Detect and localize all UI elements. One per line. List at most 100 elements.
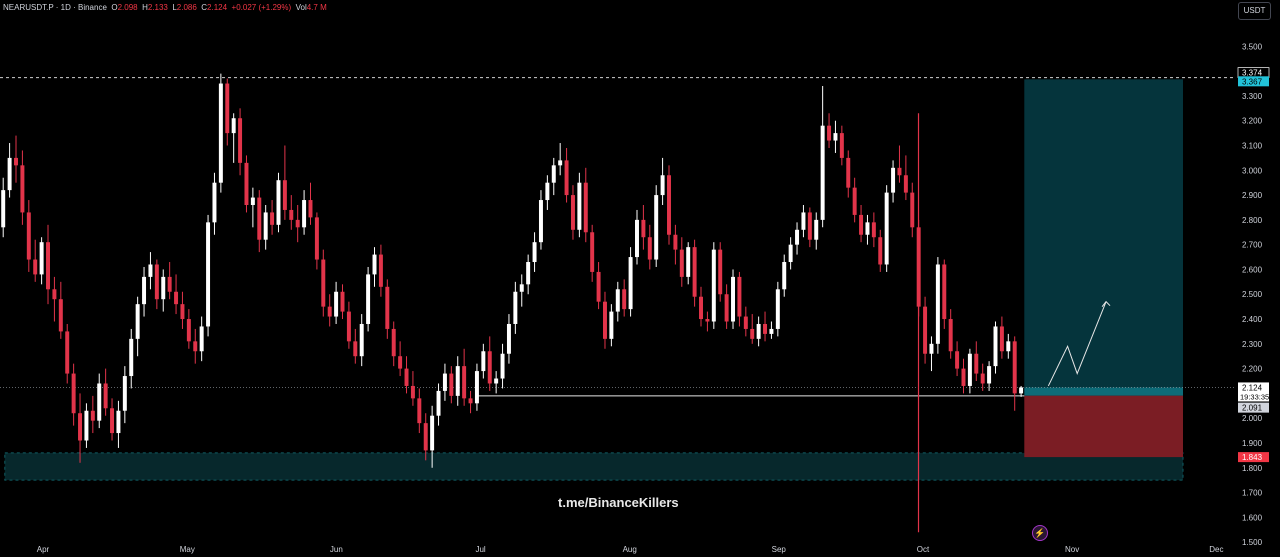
candle-body[interactable] (167, 276, 172, 292)
candle-body[interactable] (58, 299, 63, 332)
candle-body[interactable] (577, 182, 582, 230)
candle-body[interactable] (558, 160, 563, 166)
candle-body[interactable] (974, 353, 979, 374)
candle-body[interactable] (942, 264, 947, 320)
candle-body[interactable] (846, 157, 851, 188)
candle-body[interactable] (961, 368, 966, 386)
candle-body[interactable] (673, 234, 678, 250)
support-zone[interactable] (4, 452, 1184, 481)
lightning-icon[interactable]: ⚡ (1032, 525, 1048, 541)
candle-body[interactable] (257, 197, 262, 240)
candle-body[interactable] (923, 306, 928, 354)
candle-body[interactable] (699, 296, 703, 320)
candle-body[interactable] (442, 373, 447, 391)
candle-body[interactable] (903, 175, 908, 193)
candle-body[interactable] (353, 341, 358, 357)
candle-body[interactable] (948, 319, 953, 352)
candle-body[interactable] (852, 187, 857, 215)
candle-body[interactable] (865, 222, 870, 235)
candle-body[interactable] (897, 167, 902, 176)
stop-zone[interactable] (1024, 395, 1183, 458)
candle-body[interactable] (769, 328, 774, 334)
candle-body[interactable] (340, 291, 345, 312)
candle-body[interactable] (1, 190, 6, 228)
time-axis[interactable]: Apr May Jun Jul Aug Sep Oct Nov Dec (37, 545, 1224, 554)
candle-body[interactable] (78, 413, 83, 441)
candle-body[interactable] (731, 276, 736, 322)
candle-body[interactable] (263, 212, 268, 240)
candle-body[interactable] (180, 304, 185, 320)
candle-body[interactable] (538, 200, 543, 243)
candle-body[interactable] (174, 291, 179, 305)
candle-body[interactable] (282, 180, 287, 210)
candle-body[interactable] (385, 286, 390, 329)
candle-body[interactable] (52, 289, 57, 300)
candle-body[interactable] (807, 212, 812, 240)
candle-body[interactable] (570, 195, 575, 230)
candle-body[interactable] (346, 311, 351, 342)
candle-body[interactable] (615, 289, 620, 312)
candle-body[interactable] (590, 232, 595, 272)
candle-body[interactable] (423, 423, 428, 451)
candle-body[interactable] (33, 259, 38, 275)
candle-body[interactable] (250, 197, 255, 205)
candle-body[interactable] (692, 247, 697, 297)
candle-body[interactable] (404, 368, 409, 386)
candle-body[interactable] (436, 390, 441, 416)
candle-body[interactable] (455, 366, 460, 396)
candle-body[interactable] (270, 212, 275, 225)
candle-body[interactable] (1019, 387, 1024, 394)
candle-body[interactable] (711, 249, 716, 322)
candle-body[interactable] (884, 192, 889, 265)
candle-body[interactable] (1012, 341, 1017, 394)
candle-body[interactable] (622, 289, 627, 310)
candle-body[interactable] (7, 157, 12, 191)
candle-body[interactable] (334, 291, 339, 317)
candle-body[interactable] (724, 294, 729, 322)
candle-body[interactable] (327, 306, 332, 317)
candle-body[interactable] (980, 373, 985, 384)
candle-body[interactable] (859, 214, 864, 235)
candle-body[interactable] (519, 284, 524, 292)
candle-body[interactable] (212, 182, 217, 223)
candle-body[interactable] (218, 83, 223, 183)
candle-body[interactable] (84, 410, 89, 441)
candle-body[interactable] (526, 262, 531, 285)
candle-body[interactable] (596, 271, 601, 302)
currency-button[interactable]: USDT (1238, 2, 1271, 20)
candle-body[interactable] (481, 351, 486, 372)
candle-body[interactable] (878, 237, 883, 265)
candle-body[interactable] (39, 242, 44, 275)
candle-body[interactable] (641, 219, 646, 238)
candle-body[interactable] (231, 118, 236, 134)
candle-body[interactable] (916, 227, 921, 307)
candle-body[interactable] (71, 373, 76, 414)
candle-body[interactable] (116, 410, 121, 434)
candle-body[interactable] (14, 157, 18, 166)
candle-body[interactable] (763, 323, 768, 334)
candle-body[interactable] (366, 274, 371, 324)
candle-body[interactable] (46, 242, 50, 290)
candle-body[interactable] (110, 408, 115, 434)
candle-body[interactable] (788, 244, 793, 263)
candle-body[interactable] (775, 289, 780, 329)
candle-body[interactable] (871, 222, 876, 238)
candle-body[interactable] (398, 356, 403, 369)
candle-body[interactable] (839, 133, 844, 158)
candle-body[interactable] (500, 353, 505, 379)
candle-body[interactable] (161, 276, 166, 300)
candle-body[interactable] (186, 319, 191, 342)
candle-body[interactable] (647, 237, 652, 260)
candle-body[interactable] (391, 328, 396, 357)
candle-body[interactable] (308, 200, 313, 218)
candle-body[interactable] (430, 415, 435, 451)
candle-body[interactable] (199, 326, 204, 352)
candle-body[interactable] (679, 249, 684, 277)
candle-body[interactable] (686, 247, 691, 277)
candle-body[interactable] (314, 217, 319, 260)
candle-body[interactable] (65, 331, 70, 374)
projection-arrow[interactable] (1047, 301, 1107, 387)
candle-body[interactable] (545, 182, 550, 201)
candle-body[interactable] (289, 209, 294, 220)
